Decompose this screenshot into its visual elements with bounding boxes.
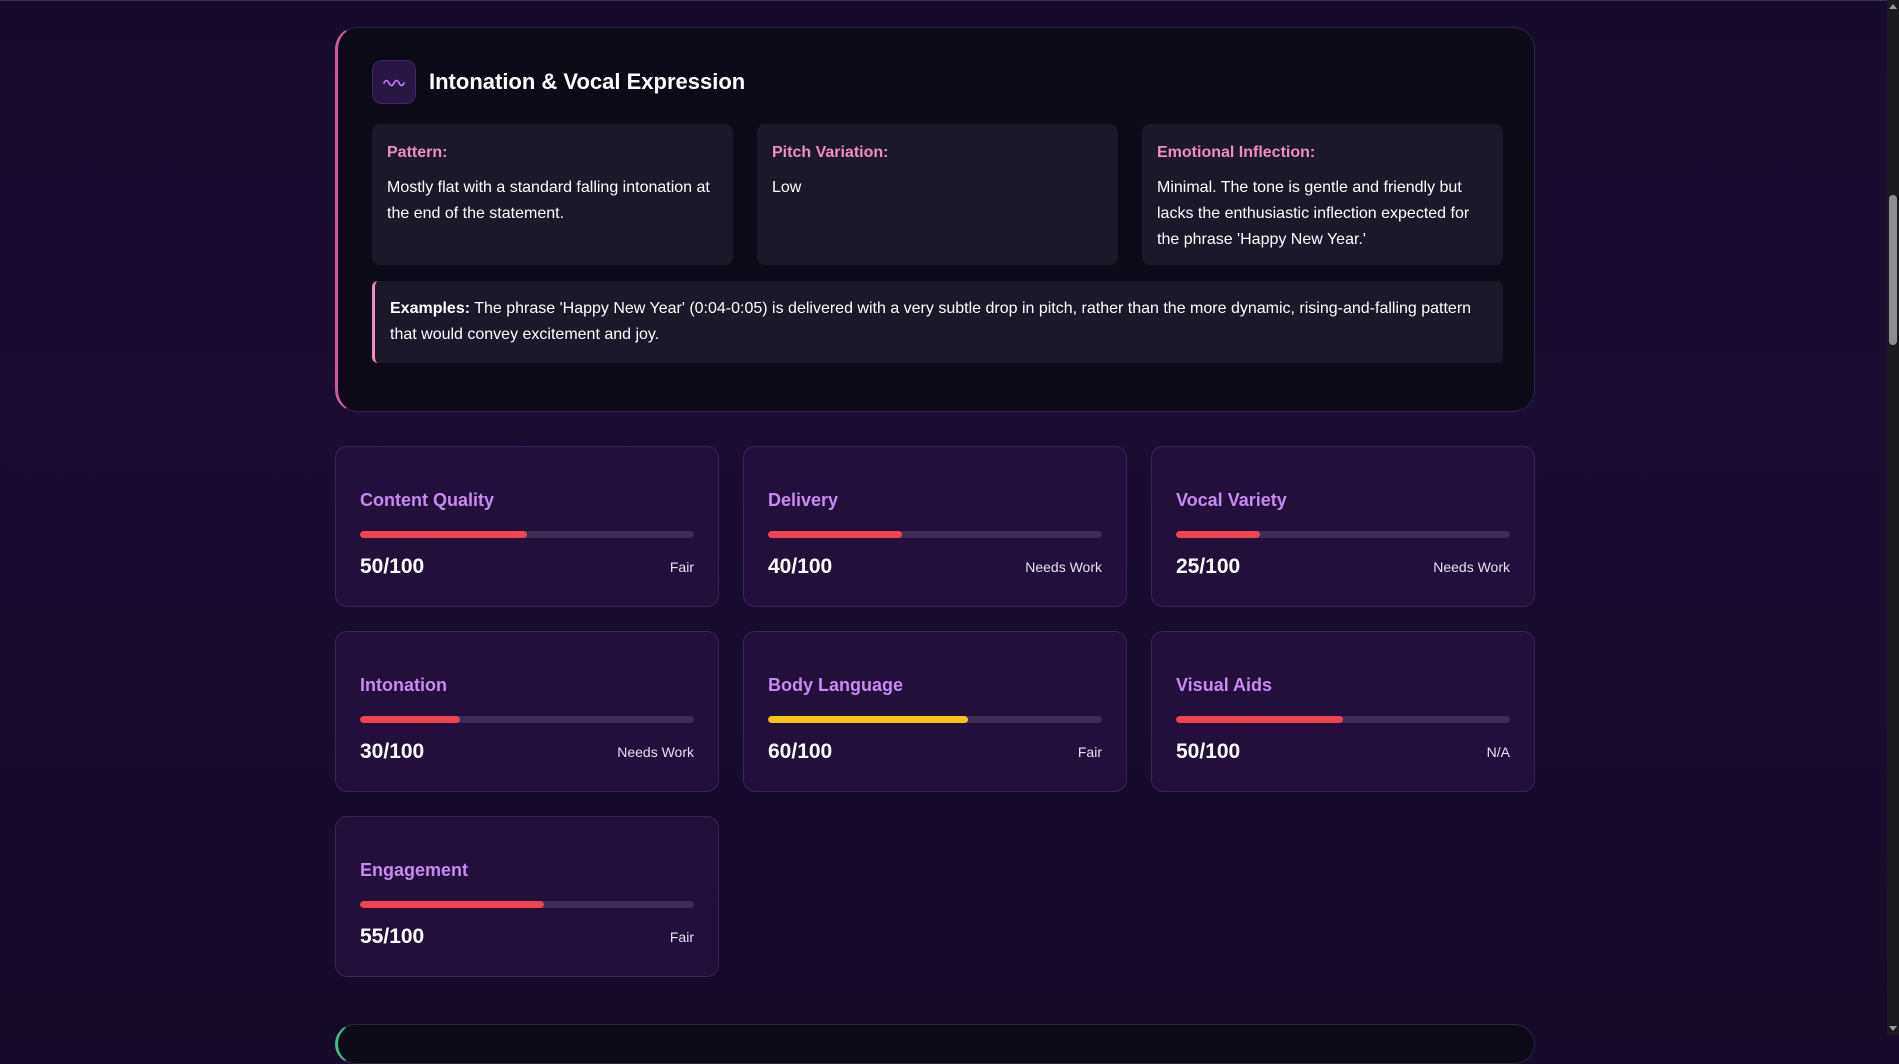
metric-title: Delivery: [768, 490, 839, 510]
metric-score: 40/100: [768, 555, 833, 578]
metric-progress-bar: [1176, 531, 1510, 538]
waveform-icon: [372, 60, 416, 104]
metric-title: Intonation: [360, 675, 447, 695]
scroll-up-arrow-icon[interactable]: [1889, 4, 1897, 9]
detail-label: Pattern:: [387, 144, 448, 161]
metric-card-vocal-variety: Vocal Variety 25/100 Needs Work: [1151, 446, 1535, 607]
metric-card-visual-aids: Visual Aids 50/100 N/A: [1151, 631, 1535, 792]
metric-card-body-language: Body Language 60/100 Fair: [743, 631, 1127, 792]
metric-progress-bar: [360, 901, 694, 908]
metric-progress-fill: [1176, 531, 1260, 538]
next-section-panel: [335, 1024, 1535, 1064]
detail-card-pattern: Pattern: Mostly flat with a standard fal…: [372, 124, 733, 265]
metric-rating: Fair: [669, 929, 694, 945]
detail-text: Mostly flat with a standard falling into…: [387, 179, 710, 222]
metric-score: 60/100: [768, 740, 833, 763]
intonation-panel: Intonation & Vocal Expression Pattern: M…: [335, 27, 1535, 412]
metric-progress-bar: [768, 531, 1102, 538]
intonation-title: Intonation & Vocal Expression: [429, 69, 746, 94]
detail-card-pitch-variation: Pitch Variation: Low: [757, 124, 1118, 265]
page-scrollbar[interactable]: [1887, 0, 1899, 1035]
metric-score: 50/100: [360, 555, 425, 578]
metric-progress-bar: [1176, 716, 1510, 723]
metric-title: Content Quality: [360, 490, 494, 510]
examples-label: Examples:: [390, 300, 471, 317]
metric-title: Body Language: [768, 675, 904, 695]
examples-text: The phrase 'Happy New Year' (0:04-0:05) …: [390, 300, 1472, 343]
metric-score: 25/100: [1176, 555, 1241, 578]
metric-title: Engagement: [360, 860, 469, 880]
metric-title: Vocal Variety: [1176, 490, 1287, 510]
metric-progress-fill: [768, 716, 969, 723]
top-divider: [0, 0, 1887, 1]
metric-progress-fill: [768, 531, 902, 538]
metric-score: 30/100: [360, 740, 425, 763]
metric-title: Visual Aids: [1176, 675, 1273, 695]
detail-card-emotional-inflection: Emotional Inflection: Minimal. The tone …: [1142, 124, 1503, 265]
intonation-header: Intonation & Vocal Expression: [372, 60, 745, 104]
metric-card-content-quality: Content Quality 50/100 Fair: [335, 446, 719, 607]
intonation-details: Pattern: Mostly flat with a standard fal…: [372, 124, 1503, 265]
examples-callout: Examples: The phrase 'Happy New Year' (0…: [372, 281, 1503, 363]
metric-progress-bar: [768, 716, 1102, 723]
metric-rating: Fair: [1077, 744, 1102, 760]
metric-rating: N/A: [1486, 744, 1510, 760]
metric-progress-bar: [360, 531, 694, 538]
metric-score: 50/100: [1176, 740, 1241, 763]
metric-card-engagement: Engagement 55/100 Fair: [335, 816, 719, 977]
metric-card-delivery: Delivery 40/100 Needs Work: [743, 446, 1127, 607]
scroll-down-arrow-icon[interactable]: [1889, 1026, 1897, 1031]
metric-progress-fill: [360, 531, 527, 538]
detail-label: Pitch Variation:: [772, 144, 889, 161]
metric-card-intonation: Intonation 30/100 Needs Work: [335, 631, 719, 792]
detail-text: Low: [772, 179, 802, 196]
metric-progress-bar: [360, 716, 694, 723]
metric-progress-fill: [1176, 716, 1343, 723]
metric-rating: Needs Work: [1025, 559, 1102, 575]
scrollbar-thumb[interactable]: [1889, 195, 1897, 345]
metric-progress-fill: [360, 901, 544, 908]
metric-progress-fill: [360, 716, 461, 723]
metric-rating: Needs Work: [1433, 559, 1510, 575]
metric-score: 55/100: [360, 925, 425, 948]
detail-text: Minimal. The tone is gentle and friendly…: [1157, 179, 1470, 248]
metric-rating: Needs Work: [617, 744, 694, 760]
detail-label: Emotional Inflection:: [1157, 144, 1316, 161]
metric-rating: Fair: [669, 559, 694, 575]
